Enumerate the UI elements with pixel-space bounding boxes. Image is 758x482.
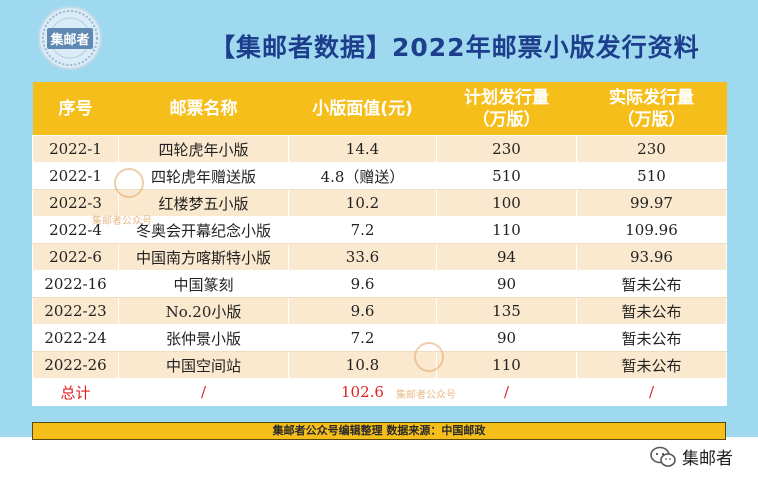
cell-serial: 2022-23 bbox=[32, 297, 119, 325]
cell-total-planned: / bbox=[436, 378, 577, 406]
cell-total-name: / bbox=[118, 378, 289, 406]
cell-serial: 2022-26 bbox=[32, 351, 119, 379]
table-row: 2022-26 中国空间站 10.8 110 暂未公布 bbox=[32, 351, 727, 379]
header-face-value: 小版面值(元) bbox=[288, 82, 437, 136]
cell-total-actual: / bbox=[576, 378, 727, 406]
cell-value: 33.6 bbox=[288, 243, 437, 271]
cell-planned: 230 bbox=[436, 135, 577, 163]
table-row: 2022-4 冬奥会开幕纪念小版 7.2 110 109.96 bbox=[32, 216, 727, 244]
cell-name: 张仲景小版 bbox=[118, 324, 289, 352]
cell-name: 红楼梦五小版 bbox=[118, 189, 289, 217]
cell-serial: 2022-16 bbox=[32, 270, 119, 298]
wechat-badge: 集邮者 bbox=[650, 444, 733, 469]
cell-planned: 135 bbox=[436, 297, 577, 325]
logo-seal: 集邮者 bbox=[38, 6, 102, 70]
table-row: 2022-1 四轮虎年小版 14.4 230 230 bbox=[32, 135, 727, 163]
page-title: 【集邮者数据】2022年邮票小版发行资料 bbox=[210, 33, 700, 62]
cell-serial: 2022-4 bbox=[32, 216, 119, 244]
cell-actual: 109.96 bbox=[576, 216, 727, 244]
cell-serial: 2022-6 bbox=[32, 243, 119, 271]
watermark-seal-icon bbox=[114, 168, 144, 198]
cell-planned: 100 bbox=[436, 189, 577, 217]
cell-serial: 2022-3 bbox=[32, 189, 119, 217]
wechat-account-name: 集邮者 bbox=[682, 449, 733, 469]
cell-value: 7.2 bbox=[288, 216, 437, 244]
table-row: 2022-24 张仲景小版 7.2 90 暂未公布 bbox=[32, 324, 727, 352]
watermark-text: 集邮者公众号 bbox=[92, 216, 152, 227]
cell-name: 中国篆刻 bbox=[118, 270, 289, 298]
header-stamp-name: 邮票名称 bbox=[118, 82, 289, 136]
cell-actual: 暂未公布 bbox=[576, 297, 727, 325]
cell-planned: 90 bbox=[436, 324, 577, 352]
cell-name: 四轮虎年赠送版 bbox=[118, 162, 289, 190]
table-row: 2022-16 中国篆刻 9.6 90 暂未公布 bbox=[32, 270, 727, 298]
watermark-text: 集邮者公众号 bbox=[396, 390, 456, 401]
cell-total-value: 102.6 bbox=[288, 378, 437, 406]
cell-planned: 90 bbox=[436, 270, 577, 298]
cell-value: 9.6 bbox=[288, 297, 437, 325]
watermark-seal-icon bbox=[414, 342, 444, 372]
stamp-table: 序号 邮票名称 小版面值(元) 计划发行量 （万版） 实际发行量 （万版） 2022… bbox=[32, 82, 727, 406]
cell-planned: 510 bbox=[436, 162, 577, 190]
cell-name: 冬奥会开幕纪念小版 bbox=[118, 216, 289, 244]
cell-value: 14.4 bbox=[288, 135, 437, 163]
bottom-area bbox=[0, 437, 758, 482]
cell-name: 中国空间站 bbox=[118, 351, 289, 379]
table-row: 2022-3 红楼梦五小版 10.2 100 99.97 bbox=[32, 189, 727, 217]
cell-planned: 110 bbox=[436, 351, 577, 379]
wechat-icon bbox=[650, 446, 676, 467]
cell-name: No.20小版 bbox=[118, 297, 289, 325]
cell-value: 10.2 bbox=[288, 189, 437, 217]
cell-value: 10.8 bbox=[288, 351, 437, 379]
table-row: 2022-6 中国南方喀斯特小版 33.6 94 93.96 bbox=[32, 243, 727, 271]
cell-serial: 2022-1 bbox=[32, 135, 119, 163]
header-planned-issue: 计划发行量 （万版） bbox=[436, 82, 577, 136]
source-footer: 集邮者公众号编辑整理 数据来源：中国邮政 bbox=[32, 422, 726, 440]
cell-actual: 暂未公布 bbox=[576, 351, 727, 379]
table-row: 2022-1 四轮虎年赠送版 4.8（赠送） 510 510 bbox=[32, 162, 727, 190]
table-row: 2022-23 No.20小版 9.6 135 暂未公布 bbox=[32, 297, 727, 325]
cell-serial: 2022-1 bbox=[32, 162, 119, 190]
cell-serial: 2022-24 bbox=[32, 324, 119, 352]
cell-planned: 94 bbox=[436, 243, 577, 271]
cell-value: 7.2 bbox=[288, 324, 437, 352]
cell-actual: 93.96 bbox=[576, 243, 727, 271]
cell-name: 四轮虎年小版 bbox=[118, 135, 289, 163]
header-actual-issue: 实际发行量 （万版） bbox=[576, 82, 727, 136]
cell-planned: 110 bbox=[436, 216, 577, 244]
cell-actual: 230 bbox=[576, 135, 727, 163]
cell-value: 4.8（赠送） bbox=[288, 162, 437, 190]
cell-name: 中国南方喀斯特小版 bbox=[118, 243, 289, 271]
cell-actual: 510 bbox=[576, 162, 727, 190]
cell-actual: 暂未公布 bbox=[576, 324, 727, 352]
cell-value: 9.6 bbox=[288, 270, 437, 298]
header-serial: 序号 bbox=[32, 82, 119, 136]
cell-actual: 暂未公布 bbox=[576, 270, 727, 298]
logo-text: 集邮者 bbox=[47, 27, 93, 49]
cell-total-label: 总计 bbox=[32, 378, 119, 406]
table-header-row: 序号 邮票名称 小版面值(元) 计划发行量 （万版） 实际发行量 （万版） bbox=[32, 82, 727, 136]
cell-actual: 99.97 bbox=[576, 189, 727, 217]
total-row: 总计 / 102.6 / / bbox=[32, 378, 727, 406]
